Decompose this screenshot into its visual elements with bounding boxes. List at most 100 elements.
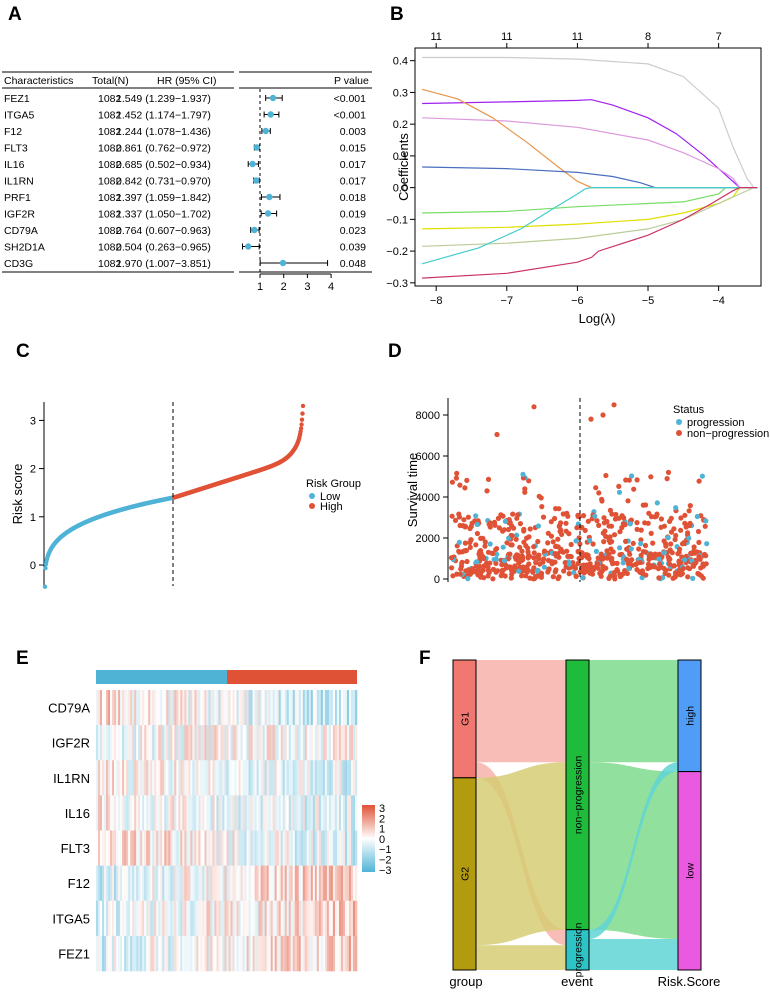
survival-point: [533, 560, 539, 566]
heatmap-cell: [132, 725, 135, 761]
survival-point: [560, 549, 566, 555]
heatmap-cell: [178, 795, 181, 831]
heatmap-cell: [228, 690, 231, 726]
heatmap-cell: [342, 830, 346, 866]
heatmap-cell: [176, 690, 179, 726]
heatmap-cell: [214, 865, 217, 902]
heatmap-cell: [220, 935, 223, 972]
heatmap-cell: [332, 830, 336, 866]
heatmap-cell: [106, 865, 109, 902]
survival-point: [495, 568, 501, 574]
survival-point: [698, 565, 704, 571]
survival-point: [524, 569, 530, 575]
heatmap-cell: [316, 690, 320, 726]
heatmap-cell: [144, 865, 147, 902]
heatmap-cell: [194, 725, 197, 761]
heatmap-cell: [310, 900, 314, 937]
survival-point: [493, 547, 499, 553]
flow-event-risk: [589, 939, 678, 970]
heatmap-cell: [318, 795, 322, 831]
survival-point: [695, 528, 702, 535]
heatmap-cell: [336, 795, 340, 831]
heatmap-cell: [96, 865, 99, 902]
heatmap-cell: [348, 725, 352, 761]
heatmap-cell: [218, 690, 221, 726]
survival-point: [470, 566, 476, 573]
heatmap-cell: [336, 865, 340, 902]
heatmap-cell: [336, 725, 340, 761]
heatmap-cell: [248, 690, 251, 726]
heatmap-cell: [298, 795, 302, 831]
heatmap-cell: [96, 795, 99, 831]
heatmap-cell: [296, 935, 300, 972]
risk-point: [299, 422, 304, 427]
heatmap-cell: [168, 760, 171, 796]
heatmap-cell: [298, 760, 302, 796]
legend-non-progression-label: non−progression: [687, 428, 769, 440]
heatmap-cell: [152, 795, 155, 831]
heatmap-cell: [176, 830, 179, 866]
heatmap-cell: [218, 865, 221, 902]
heatmap-cell: [158, 690, 161, 726]
flow-group-event: [476, 945, 566, 970]
hr-ci: 1.549 (1.239−1.937): [116, 93, 211, 105]
survival-point: [672, 570, 679, 576]
heatmap-cell: [280, 690, 284, 726]
survival-point: [587, 537, 593, 544]
heatmap-cell: [134, 830, 137, 866]
gene-label: F12: [4, 126, 22, 138]
heatmap-cell: [232, 690, 235, 726]
sankey-node-label: progression: [573, 922, 585, 977]
heatmap-cell: [346, 725, 350, 761]
heatmap-cell: [296, 900, 300, 937]
heatmap-row-label: IGF2R: [52, 736, 90, 751]
heatmap-cell: [306, 690, 310, 726]
heatmap-cell: [150, 830, 153, 866]
hr-ci: 0.861 (0.762−0.972): [116, 143, 211, 155]
hr-point: [267, 111, 274, 118]
y-tick-label: −0.1: [386, 214, 408, 226]
survival-point: [492, 522, 498, 528]
survival-point: [628, 546, 634, 552]
heatmap-cell: [336, 690, 340, 726]
survival-point: [552, 515, 558, 522]
heatmap-cell: [350, 760, 354, 796]
heatmap-cell: [270, 830, 273, 866]
heatmap-cell: [138, 760, 141, 796]
survival-point: [582, 527, 588, 534]
heatmap-cell: [110, 865, 113, 902]
heatmap-cell: [96, 725, 99, 761]
heatmap-cell: [354, 725, 358, 761]
heatmap-cell: [268, 795, 271, 831]
heatmap-cell: [192, 690, 195, 726]
heatmap-cell: [208, 795, 211, 831]
heatmap-cell: [100, 725, 103, 761]
total-n: 1082: [98, 242, 122, 254]
x-tick-label: 2: [281, 281, 287, 293]
hr-point: [249, 160, 256, 168]
survival-point: [677, 546, 683, 552]
survival-point: [485, 565, 491, 571]
heatmap-cell: [280, 795, 284, 831]
heatmap-cell: [112, 935, 115, 972]
survival-point: [517, 544, 523, 550]
survival-point: [601, 539, 607, 545]
survival-point: [588, 416, 594, 422]
heatmap-cell: [282, 690, 286, 726]
heatmap-cell: [266, 830, 269, 866]
heatmap-cell: [166, 865, 169, 902]
heatmap-cell: [298, 830, 302, 866]
flow-event-risk: [589, 660, 678, 763]
heatmap-cell: [342, 760, 346, 796]
heatmap-cell: [150, 725, 153, 761]
heatmap-cell: [252, 865, 255, 902]
y-tick-label: 8000: [416, 410, 440, 422]
heatmap-cell: [286, 865, 290, 902]
heatmap-cell: [160, 935, 163, 972]
heatmap-cell: [174, 900, 177, 937]
header-total: Total(N): [92, 75, 129, 87]
survival-point: [678, 515, 684, 521]
heatmap-cell: [292, 760, 296, 796]
